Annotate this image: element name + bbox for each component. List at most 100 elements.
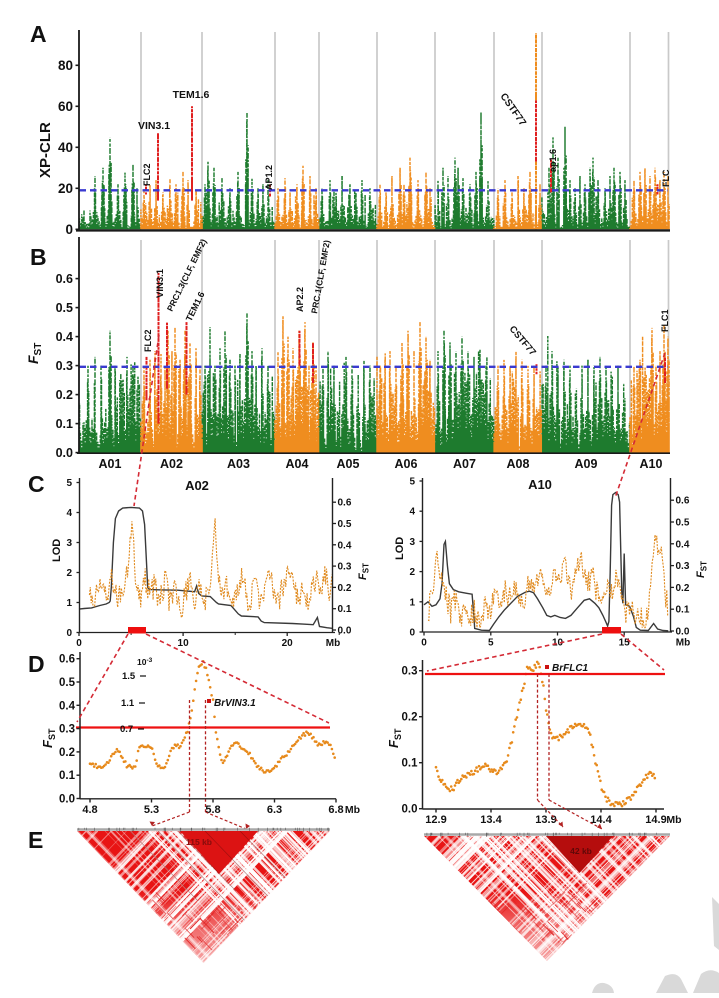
svg-text:0.1: 0.1 xyxy=(402,758,419,770)
svg-text:0.5: 0.5 xyxy=(59,677,76,689)
svg-text:0.0: 0.0 xyxy=(56,446,73,460)
svg-text:A09: A09 xyxy=(575,457,598,471)
svg-text:42 kb: 42 kb xyxy=(570,846,592,856)
svg-text:6.3: 6.3 xyxy=(267,804,282,816)
svg-text:15: 15 xyxy=(619,638,631,649)
svg-text:0.2: 0.2 xyxy=(338,583,352,594)
svg-text:115 kb: 115 kb xyxy=(186,837,212,847)
svg-text:BrVIN3.1: BrVIN3.1 xyxy=(214,698,256,709)
svg-text:AP1.2: AP1.2 xyxy=(264,165,274,190)
svg-text:5.8: 5.8 xyxy=(205,804,220,816)
svg-text:BrFLC1: BrFLC1 xyxy=(552,663,589,674)
svg-text:0.7: 0.7 xyxy=(120,724,133,735)
svg-text:0.0: 0.0 xyxy=(402,804,418,816)
svg-text:FLC: FLC xyxy=(661,169,671,187)
svg-text:0.2: 0.2 xyxy=(676,583,690,594)
svg-text:Mb: Mb xyxy=(326,638,340,649)
svg-text:4.8: 4.8 xyxy=(82,804,97,816)
svg-text:0.4: 0.4 xyxy=(59,700,76,712)
svg-text:LOD: LOD xyxy=(51,539,63,562)
svg-text:FLC1: FLC1 xyxy=(660,310,670,333)
svg-text:0.6: 0.6 xyxy=(676,496,690,507)
svg-text:A02: A02 xyxy=(160,457,183,471)
svg-text:1: 1 xyxy=(66,598,72,609)
svg-text:A05: A05 xyxy=(337,457,360,471)
svg-text:0.1: 0.1 xyxy=(56,417,73,431)
svg-text:0: 0 xyxy=(65,222,73,237)
svg-text:3: 3 xyxy=(409,537,415,548)
svg-text:0.1: 0.1 xyxy=(59,770,76,782)
svg-text:0.2: 0.2 xyxy=(59,747,75,759)
svg-text:0.4: 0.4 xyxy=(56,330,73,344)
svg-text:D: D xyxy=(28,651,45,677)
svg-text:A01: A01 xyxy=(99,457,122,471)
svg-text:LOD: LOD xyxy=(394,537,406,560)
svg-text:VIN3.1: VIN3.1 xyxy=(155,268,166,298)
svg-text:A10: A10 xyxy=(640,457,663,471)
svg-text:A10: A10 xyxy=(528,477,552,492)
svg-text:80: 80 xyxy=(58,58,73,73)
svg-text:40: 40 xyxy=(58,140,73,155)
svg-text:A03: A03 xyxy=(227,457,250,471)
svg-text:14.4: 14.4 xyxy=(590,814,612,826)
svg-text:A02: A02 xyxy=(185,478,209,493)
svg-text:A08: A08 xyxy=(507,457,530,471)
svg-text:0: 0 xyxy=(76,638,82,649)
svg-text:5: 5 xyxy=(488,638,494,649)
svg-text:2: 2 xyxy=(66,568,72,579)
svg-text:0.4: 0.4 xyxy=(338,540,352,551)
svg-text:E: E xyxy=(28,827,43,853)
svg-text:0.6: 0.6 xyxy=(338,498,352,509)
svg-text:0.1: 0.1 xyxy=(676,605,690,616)
svg-text:0.3: 0.3 xyxy=(59,724,75,736)
svg-text:0.5: 0.5 xyxy=(338,519,352,530)
svg-text:0.2: 0.2 xyxy=(56,388,73,402)
svg-text:0.6: 0.6 xyxy=(56,272,73,286)
svg-text:5.3: 5.3 xyxy=(144,804,159,816)
svg-text:0.5: 0.5 xyxy=(676,518,690,529)
svg-text:0.3: 0.3 xyxy=(676,561,690,572)
svg-text:0.3: 0.3 xyxy=(56,359,73,373)
svg-text:1: 1 xyxy=(409,597,415,608)
svg-text:XP-CLR: XP-CLR xyxy=(37,122,54,178)
svg-text:FLC2: FLC2 xyxy=(143,330,153,353)
svg-text:1.5: 1.5 xyxy=(122,671,136,682)
svg-text:1.1: 1.1 xyxy=(121,698,135,709)
svg-text:Mb: Mb xyxy=(676,638,690,649)
svg-text:5: 5 xyxy=(66,478,72,489)
svg-text:2: 2 xyxy=(409,567,415,578)
svg-text:10: 10 xyxy=(178,638,190,649)
svg-text:Mb: Mb xyxy=(345,804,360,816)
svg-text:0.3: 0.3 xyxy=(402,666,418,678)
svg-text:4: 4 xyxy=(409,507,415,518)
svg-text:14.9: 14.9 xyxy=(645,814,666,826)
svg-text:60: 60 xyxy=(58,99,73,114)
svg-text:FLC2: FLC2 xyxy=(142,164,152,187)
svg-text:ap1.6: ap1.6 xyxy=(548,149,558,172)
svg-text:0.4: 0.4 xyxy=(676,539,690,550)
svg-text:VIN3.1: VIN3.1 xyxy=(138,120,170,132)
svg-text:B: B xyxy=(30,244,47,270)
svg-text:Mb: Mb xyxy=(666,814,681,826)
svg-text:A06: A06 xyxy=(395,457,418,471)
svg-text:0.3: 0.3 xyxy=(338,562,352,573)
svg-text:0: 0 xyxy=(421,638,427,649)
svg-text:C: C xyxy=(28,471,45,497)
svg-text:0: 0 xyxy=(409,628,415,639)
svg-text:13.4: 13.4 xyxy=(480,814,502,826)
svg-text:12.9: 12.9 xyxy=(425,814,446,826)
svg-text:6.8: 6.8 xyxy=(328,804,343,816)
svg-text:0.6: 0.6 xyxy=(59,654,75,666)
svg-text:A04: A04 xyxy=(286,457,309,471)
svg-text:5: 5 xyxy=(409,477,415,488)
svg-text:A07: A07 xyxy=(453,457,476,471)
svg-text:3: 3 xyxy=(66,538,72,549)
svg-text:13.9: 13.9 xyxy=(535,814,556,826)
svg-text:TEM1.6: TEM1.6 xyxy=(173,89,210,101)
svg-text:0.0: 0.0 xyxy=(676,627,690,638)
svg-text:0.2: 0.2 xyxy=(402,712,418,724)
svg-text:0.5: 0.5 xyxy=(56,301,73,315)
svg-text:4: 4 xyxy=(66,508,72,519)
svg-text:A: A xyxy=(30,21,47,47)
svg-text:0: 0 xyxy=(66,628,72,639)
